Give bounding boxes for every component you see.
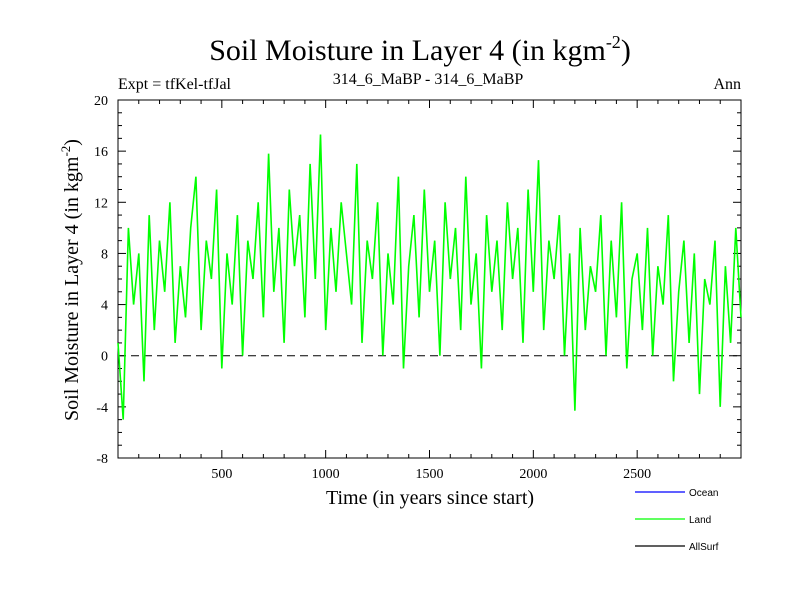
y-tick-label: 4 xyxy=(101,299,108,314)
legend-label-allsurf: AllSurf xyxy=(689,542,719,553)
y-tick-label: 12 xyxy=(94,196,108,211)
y-tick-label: -8 xyxy=(96,452,108,467)
y-tick-label: 20 xyxy=(94,94,108,109)
chart-title: Soil Moisture in Layer 4 (in kgm-2) xyxy=(209,32,631,67)
legend-label-ocean: Ocean xyxy=(689,488,718,499)
y-axis-label: Soil Moisture in Layer 4 (in kgm-2) xyxy=(58,139,83,421)
chart-title-close: ) xyxy=(621,34,631,67)
y-tick-label: -4 xyxy=(96,401,108,416)
subtitle-left: Expt = tfKel-tfJal xyxy=(118,76,232,93)
y-tick-label: 16 xyxy=(94,145,108,160)
x-tick-label: 500 xyxy=(211,467,232,482)
subtitle-right: Ann xyxy=(713,76,741,93)
axis-ticks xyxy=(118,99,741,459)
y-tick-label: 0 xyxy=(101,350,108,365)
land-series-line xyxy=(117,134,742,420)
legend: Ocean Land AllSurf xyxy=(635,488,719,553)
x-tick-label: 1000 xyxy=(312,467,340,482)
axis-tick-labels: 500 1000 1500 2000 2500 -8 -4 0 4 8 12 16 20 xyxy=(94,94,651,482)
chart-title-sup: -2 xyxy=(606,32,621,52)
y-axis-label-close: ) xyxy=(61,139,83,146)
x-tick-label: 2000 xyxy=(519,467,547,482)
y-axis-label-sup: -2 xyxy=(58,146,73,157)
x-tick-label: 1500 xyxy=(416,467,444,482)
legend-label-land: Land xyxy=(689,515,711,526)
x-axis-label: Time (in years since start) xyxy=(326,487,534,509)
subtitle-center: 314_6_MaBP - 314_6_MaBP xyxy=(333,71,524,88)
x-tick-label: 2500 xyxy=(623,467,651,482)
y-tick-label: 8 xyxy=(101,247,108,262)
